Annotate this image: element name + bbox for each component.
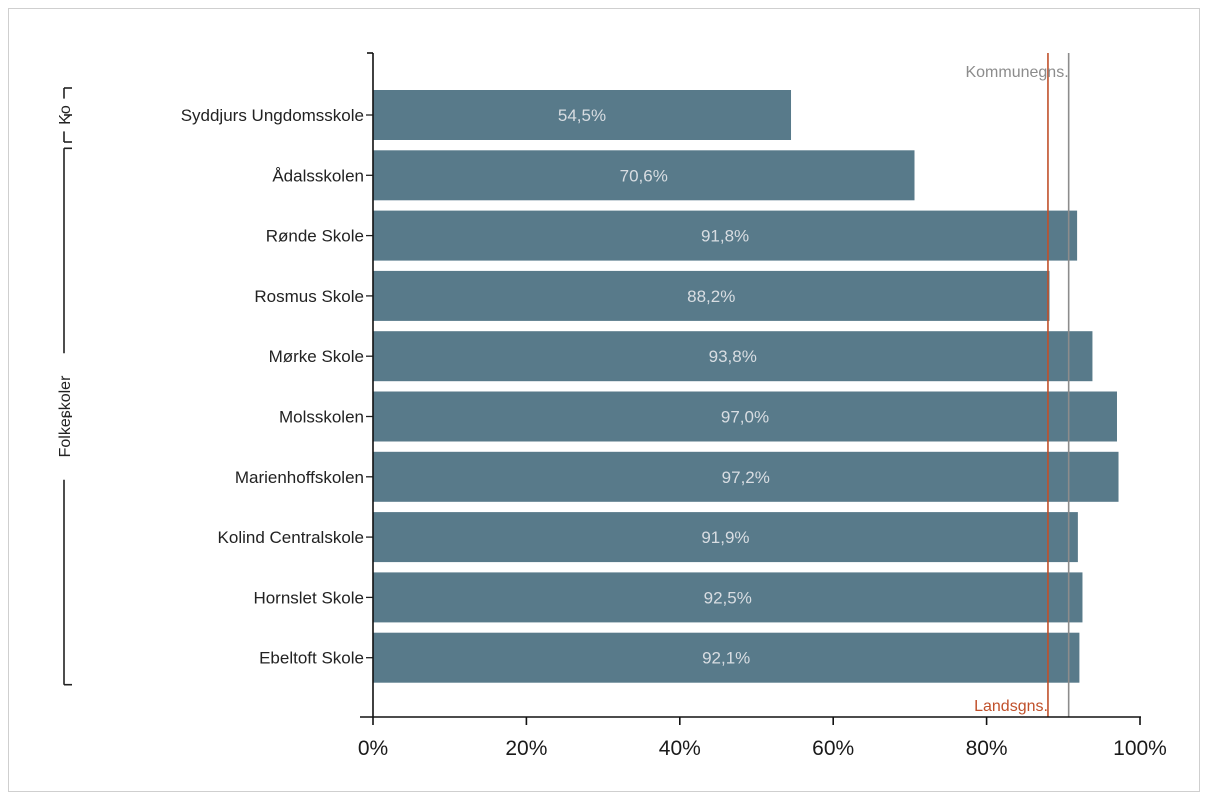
data-label: 97,0%	[721, 408, 769, 427]
chart-frame: Ko Folkeskoler 54,5% 70,6% 91,8% 88,2% 93,8% 9…	[8, 8, 1200, 792]
group-brackets: Ko Folkeskoler	[57, 87, 74, 686]
bar	[373, 632, 1080, 683]
bar	[373, 572, 1083, 623]
category-label: Hornslet Skole	[253, 588, 364, 607]
bar	[373, 150, 915, 201]
x-tick-label: 60%	[812, 737, 854, 760]
bars: 54,5% 70,6% 91,8% 88,2% 93,8% 97,0% 97,2% 91,9%…	[373, 90, 1119, 683]
data-label: 54,5%	[558, 106, 606, 125]
reference-line-label: Kommunegns.	[965, 64, 1068, 81]
bar	[373, 210, 1078, 261]
bar	[373, 331, 1093, 382]
data-label: 91,8%	[701, 227, 749, 246]
data-label: 92,5%	[704, 588, 752, 607]
category-label: Syddjurs Ungdomsskole	[181, 106, 364, 125]
category-label: Mørke Skole	[269, 347, 364, 366]
data-label: 91,9%	[701, 528, 749, 547]
data-label: 92,1%	[702, 649, 750, 668]
x-tick-label: 100%	[1113, 737, 1167, 760]
category-label: Ebeltoft Skole	[259, 649, 364, 668]
bar	[373, 391, 1117, 442]
x-tick-label: 0%	[358, 737, 388, 760]
category-label: Kolind Centralskole	[218, 528, 364, 547]
reference-lines: Landsgns. Kommunegns.	[965, 53, 1070, 717]
reference-line-label: Landsgns.	[974, 698, 1048, 715]
bar	[373, 90, 792, 140]
bar-chart: Ko Folkeskoler 54,5% 70,6% 91,8% 88,2% 93,8% 9…	[57, 52, 1167, 760]
data-label: 97,2%	[722, 468, 770, 487]
group-label: Folkeskoler	[57, 375, 74, 457]
data-label: 88,2%	[687, 287, 735, 306]
x-tick-label: 40%	[659, 737, 701, 760]
category-label: Molsskolen	[279, 408, 364, 427]
bar	[373, 512, 1078, 563]
data-label: 70,6%	[620, 166, 668, 185]
category-label: Rosmus Skole	[254, 287, 364, 306]
x-tick-label: 20%	[505, 737, 547, 760]
axes: Syddjurs Ungdomsskole Ådalsskolen Rønde Sk…	[181, 52, 1167, 760]
x-tick-label: 80%	[966, 737, 1008, 760]
group-label: Ko	[57, 105, 74, 125]
data-label: 93,8%	[709, 347, 757, 366]
category-label: Rønde Skole	[266, 227, 364, 246]
category-label: Ådalsskolen	[272, 166, 364, 185]
bar	[373, 451, 1119, 502]
bar	[373, 270, 1050, 321]
category-label: Marienhoffskolen	[235, 468, 364, 487]
